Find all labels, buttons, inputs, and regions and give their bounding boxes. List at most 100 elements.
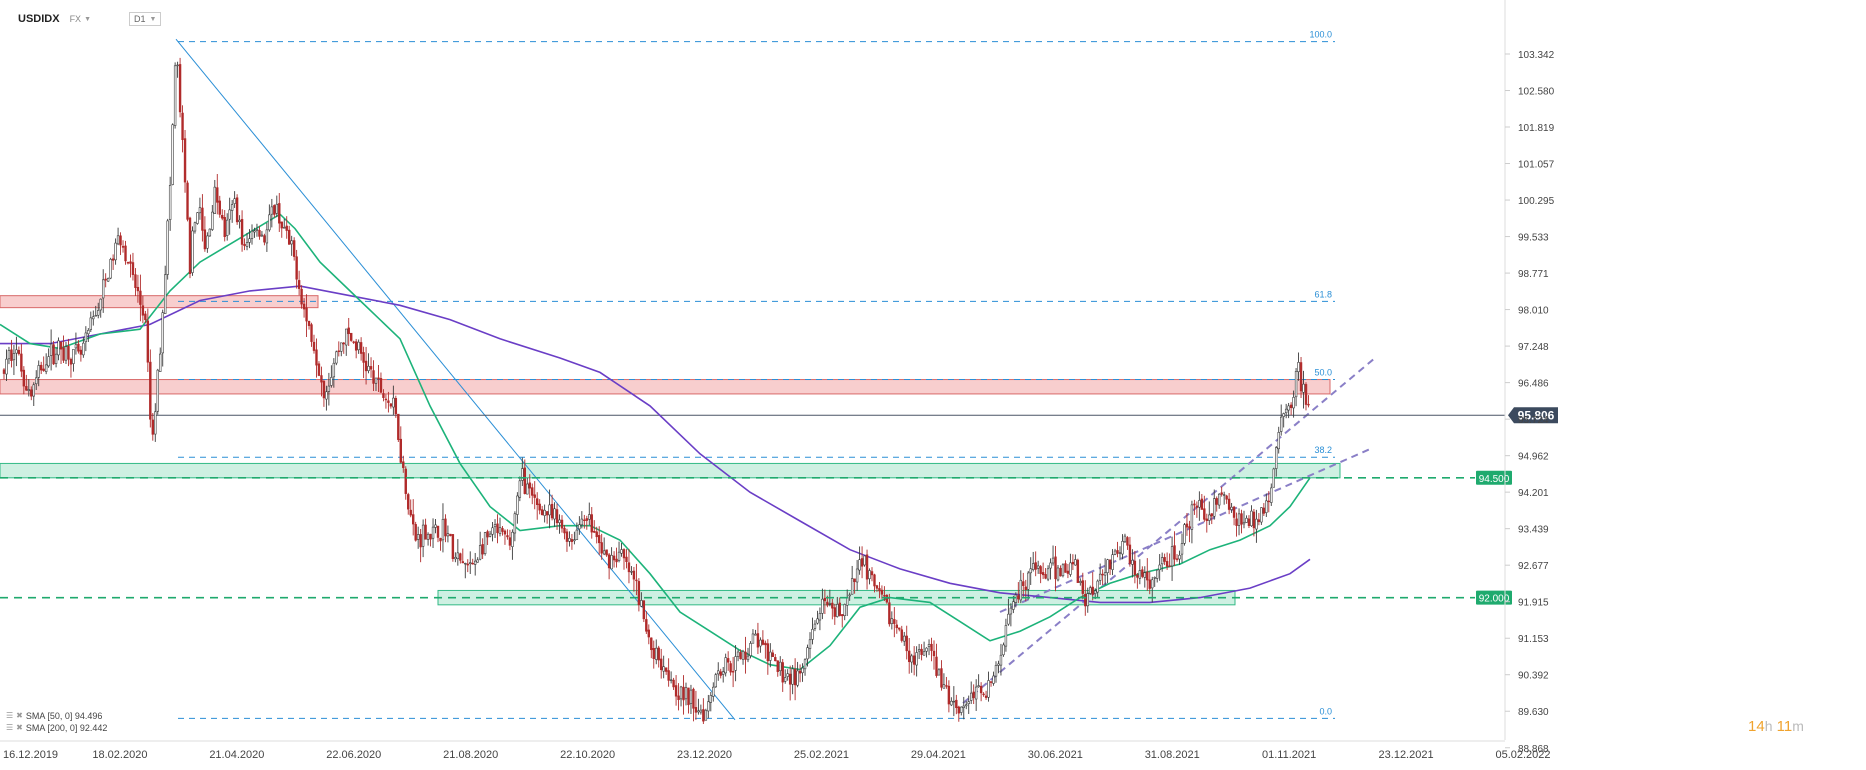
candle-body <box>84 332 88 343</box>
candle-body <box>771 652 775 657</box>
candle-body <box>1247 518 1251 526</box>
candle-body <box>47 356 50 367</box>
candle-body <box>880 589 884 595</box>
market-selector[interactable]: FX ▼ <box>70 14 91 24</box>
candle-body <box>1044 574 1047 579</box>
candle-body <box>912 655 916 665</box>
y-axis[interactable]: 103.342 102.580 101.819 101.057 100.295 99.53… <box>1504 0 1555 755</box>
candle-body <box>940 668 943 688</box>
candle-body <box>498 527 502 534</box>
candle-body <box>1210 513 1213 517</box>
candle-body <box>451 534 455 560</box>
legend-item-sma50[interactable]: ☰ ✖ SMA [50, 0] 94.496 <box>6 710 107 722</box>
candle-body <box>307 321 311 326</box>
candle-body <box>704 709 708 721</box>
candle-body <box>374 377 378 384</box>
candle-body <box>521 468 524 481</box>
candle-body <box>178 64 182 113</box>
candle-body <box>580 518 584 526</box>
candle-body <box>600 542 603 554</box>
candle-body <box>1108 559 1112 570</box>
levels-layer: 94.500 92.000 95.806 <box>0 407 1558 605</box>
candle-body <box>873 574 876 587</box>
candle-body <box>731 671 735 673</box>
candle-body <box>37 365 40 378</box>
candle-body <box>766 643 770 662</box>
candle-body <box>553 508 556 520</box>
candle-body <box>1153 577 1156 579</box>
candle-body <box>570 539 574 542</box>
candle-body <box>756 633 760 648</box>
settings-icon[interactable]: ☰ <box>6 711 14 720</box>
y-tick-label: 101.057 <box>1518 160 1555 171</box>
candle-body <box>473 560 477 565</box>
candle-body <box>1081 580 1085 594</box>
candle-body <box>798 670 802 674</box>
candle-body <box>935 656 938 676</box>
x-tick-label: 31.08.2021 <box>1145 749 1200 761</box>
candle-body <box>890 618 894 624</box>
candle-body <box>977 685 980 688</box>
candle-body <box>907 650 911 663</box>
candle-body <box>126 262 130 264</box>
candle-body <box>526 483 529 495</box>
candle-body <box>1118 552 1122 554</box>
candle-body <box>1213 498 1216 517</box>
candle-body <box>1091 586 1094 595</box>
candle-body <box>1168 565 1171 568</box>
candle-body <box>1151 579 1154 589</box>
candle-body <box>1222 494 1226 496</box>
candle-body <box>310 324 313 342</box>
candle-body <box>441 518 445 541</box>
x-axis[interactable]: 16.12.2019 18.02.2020 21.04.2020 22.06.2020… <box>0 740 1551 761</box>
candle-body <box>340 342 343 352</box>
candle-body <box>389 403 393 407</box>
level-tag <box>1476 590 1512 605</box>
candle-body <box>12 353 16 361</box>
candle-body <box>841 614 844 617</box>
close-icon[interactable]: ✖ <box>16 723 23 732</box>
candle-body <box>32 384 35 397</box>
candle-body <box>1143 572 1147 578</box>
candle-body <box>69 358 73 365</box>
candle-body <box>94 315 97 317</box>
candle-body <box>863 555 866 566</box>
legend-item-sma200[interactable]: ☰ ✖ SMA [200, 0] 92.442 <box>6 722 107 734</box>
settings-icon[interactable]: ☰ <box>6 723 14 732</box>
level-tag-label: 92.000 <box>1479 594 1510 605</box>
candle-body <box>1106 559 1109 573</box>
y-tick-label: 97.248 <box>1518 342 1549 353</box>
candle-body <box>1205 518 1209 522</box>
candle-body <box>1250 510 1253 527</box>
fib-label: 61.8 <box>1314 289 1332 299</box>
candle-body <box>1113 550 1117 555</box>
fib-label: 38.2 <box>1314 445 1332 455</box>
candle-body <box>278 203 281 224</box>
candle-body <box>667 670 670 681</box>
candle-body <box>1064 563 1067 573</box>
candle-body <box>826 601 829 606</box>
candle-body <box>354 341 358 351</box>
candle-body <box>625 556 628 563</box>
candle-body <box>483 532 487 554</box>
candle-body <box>248 238 251 243</box>
candle-body <box>1203 508 1206 520</box>
candle-body <box>407 494 410 510</box>
candle-body <box>888 602 891 625</box>
candle-body <box>1262 507 1266 514</box>
candle-body <box>431 526 435 539</box>
candle-body <box>540 509 544 516</box>
candle-body <box>548 504 551 516</box>
candle-body <box>377 377 380 380</box>
candle-body <box>1111 554 1114 570</box>
candle-body <box>689 689 693 704</box>
candle-body <box>620 549 623 554</box>
close-icon[interactable]: ✖ <box>16 711 23 720</box>
candle-body <box>265 229 269 244</box>
candle-body <box>230 204 234 211</box>
symbol-label[interactable]: USDIDX <box>18 13 60 25</box>
timeframe-selector[interactable]: D1 ▼ <box>129 12 162 26</box>
candle-body <box>1136 574 1139 578</box>
y-tick-label: 89.630 <box>1518 707 1549 718</box>
